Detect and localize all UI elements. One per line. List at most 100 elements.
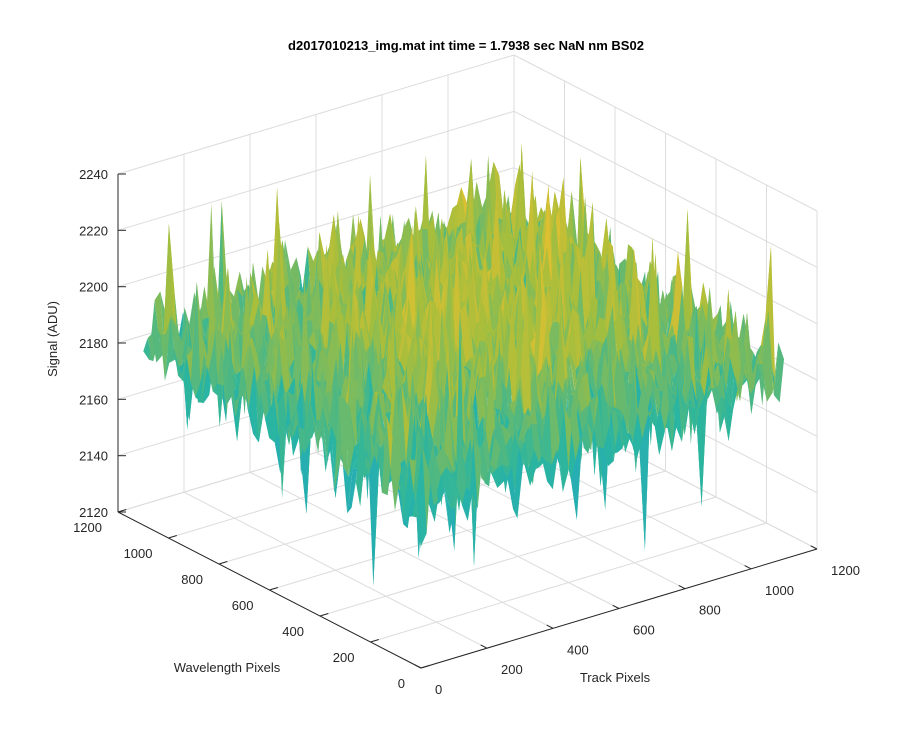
tick-labels: 0 200 400 600 800 1000 1200 0 200 400 600 800 1000 12… xyxy=(73,167,860,697)
surface-cell xyxy=(462,370,472,426)
surface-cell xyxy=(487,341,498,404)
surface-cell xyxy=(358,353,369,386)
surface-cell xyxy=(555,285,566,370)
x-tick-label: 600 xyxy=(633,623,655,638)
surface-cell xyxy=(752,352,763,406)
surface-cell xyxy=(724,301,735,418)
side-wall-grid-line xyxy=(513,110,818,268)
side-wall-grid-line xyxy=(513,167,818,325)
z-tick-label: 2200 xyxy=(79,280,108,295)
surface-cell xyxy=(626,433,637,461)
surface-cell xyxy=(325,425,336,499)
surface-cell xyxy=(265,371,276,398)
surface-cell xyxy=(296,302,307,382)
surface-cell xyxy=(583,321,594,349)
surface-cell xyxy=(473,237,484,288)
surface-cell xyxy=(520,279,531,428)
surface-cell xyxy=(499,201,510,258)
back-wall-grid-line xyxy=(117,54,515,175)
surface-cell xyxy=(488,321,498,342)
surface-cell xyxy=(212,382,223,397)
surface-cell xyxy=(573,402,584,448)
surface-cell xyxy=(289,302,300,406)
surface-cell xyxy=(593,250,604,305)
surface-cell xyxy=(445,490,455,534)
surface-cell xyxy=(762,310,773,402)
z-tick-label: 2180 xyxy=(79,336,108,351)
surface-cell xyxy=(334,255,345,350)
back-wall-grid-line xyxy=(117,110,515,231)
surface-cell xyxy=(268,333,279,425)
surface-cell xyxy=(180,328,191,374)
surface-cell xyxy=(715,345,726,367)
surface-cell xyxy=(362,376,373,479)
surface-cell xyxy=(365,384,376,488)
surface-cell xyxy=(765,245,776,383)
surface-cell xyxy=(694,382,705,435)
surface-cell xyxy=(474,269,485,315)
surface-cell xyxy=(531,423,542,469)
surface-cell xyxy=(282,305,293,363)
surface-cell xyxy=(325,285,336,328)
surface-cell xyxy=(256,365,267,438)
surface-cell xyxy=(176,326,187,374)
axes xyxy=(117,173,818,669)
surface-cell xyxy=(403,459,414,521)
y-tick-label: 1200 xyxy=(73,520,102,535)
surface-cell xyxy=(496,448,507,470)
surface-cell xyxy=(479,445,490,487)
surface-cell xyxy=(740,345,750,402)
surface-cell xyxy=(374,434,385,470)
surface-cell xyxy=(672,252,683,345)
side-wall-grid-line xyxy=(513,54,818,212)
y-tick-mark xyxy=(218,561,228,565)
y-tick-mark xyxy=(319,613,329,617)
surface-cell xyxy=(461,258,472,322)
floor-grid-line xyxy=(370,522,767,643)
floor-grid-line xyxy=(319,496,717,617)
surface-cell xyxy=(460,303,470,366)
surface-cell xyxy=(400,464,411,514)
surface-cell xyxy=(501,424,512,447)
surface-cell xyxy=(348,446,359,477)
surface-cell xyxy=(507,412,518,471)
surface-cell xyxy=(272,326,283,388)
surface-cell xyxy=(427,441,438,489)
surface-cell xyxy=(322,363,333,440)
surface-cell xyxy=(338,373,349,414)
surface-cell xyxy=(493,161,504,224)
surface-cell xyxy=(378,239,389,287)
surface-cell xyxy=(378,432,389,470)
surface-cell xyxy=(373,443,384,587)
x-tick-label: 1000 xyxy=(765,583,794,598)
surface-cell xyxy=(378,308,389,371)
surface-cell xyxy=(570,352,581,390)
floor-grid-line xyxy=(269,470,666,591)
surface-cell xyxy=(541,246,552,329)
surface-cell xyxy=(160,317,171,381)
surface-cell xyxy=(308,410,319,453)
surface-cell xyxy=(564,376,575,414)
surface-cell xyxy=(290,302,301,380)
surface-cell xyxy=(530,450,541,486)
surface-cell xyxy=(729,310,740,402)
surface-cell xyxy=(433,487,444,506)
surface-cell xyxy=(649,405,660,456)
surface-mesh xyxy=(143,143,784,587)
surface-cell xyxy=(321,425,332,473)
surface-cell xyxy=(565,392,576,475)
z-tick-label: 2140 xyxy=(79,449,108,464)
y-tick-mark xyxy=(269,587,278,591)
surface-cell xyxy=(309,399,320,441)
surface-cell xyxy=(260,389,271,418)
y-tick-label: 1000 xyxy=(124,546,153,561)
surface-cell xyxy=(534,416,545,468)
y-tick-mark xyxy=(420,665,430,669)
surface-cell xyxy=(461,158,472,222)
surface-cell xyxy=(671,381,682,452)
x-tick-label: 800 xyxy=(699,603,721,618)
surface-cell xyxy=(509,387,520,418)
surface-cell xyxy=(556,237,567,363)
surface-cell xyxy=(299,399,310,455)
